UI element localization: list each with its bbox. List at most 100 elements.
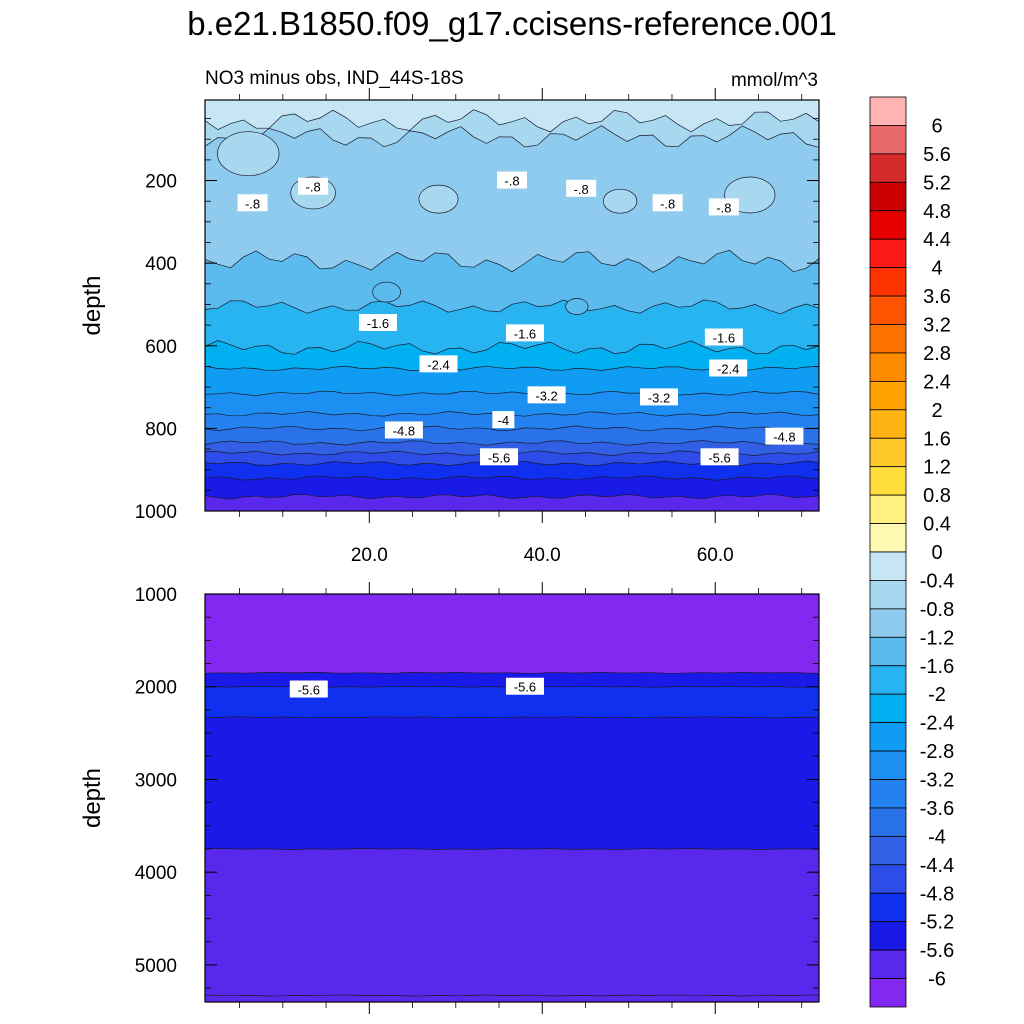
- colorbar-swatch: [869, 494, 907, 524]
- contour-label-text: -5.6: [488, 450, 510, 465]
- colorbar-swatch: [869, 267, 907, 297]
- colorbar-swatch: [869, 181, 907, 212]
- colorbar-label: -3.6: [920, 798, 954, 820]
- contour-label-box: [505, 677, 544, 695]
- main-title: b.e21.B1850.f09_g17.ccisens-reference.00…: [187, 5, 836, 42]
- colorbar-label: 3.6: [923, 286, 951, 308]
- colorbar-label: -0.4: [920, 570, 954, 592]
- contour-field: -5.6 -5.6: [205, 594, 819, 1002]
- y-tick-label: 600: [145, 337, 177, 358]
- contour-label-text: -.8: [504, 174, 519, 189]
- contour-label-box: [298, 177, 329, 195]
- colorbar-label: -4.4: [920, 855, 954, 877]
- colorbar-swatch: [869, 210, 907, 240]
- contour-line: [205, 340, 819, 355]
- contour-label-box: [419, 355, 458, 373]
- contour-label-text: -4.8: [393, 423, 415, 438]
- colorbar-label: 4: [931, 258, 942, 280]
- contour-label-text: -5.6: [514, 680, 536, 695]
- colorbar-swatch: [869, 807, 907, 837]
- contour-line: [205, 848, 819, 850]
- colorbar-swatch: [869, 636, 907, 667]
- colorbar-label: 3.2: [923, 315, 951, 337]
- contour-label: -3.2: [640, 388, 679, 406]
- colorbar-label: -4.8: [920, 883, 954, 905]
- contour-label: -3.2: [527, 386, 566, 404]
- y-axis-label: depth: [79, 768, 106, 828]
- contour-line: [205, 493, 819, 500]
- colorbar-swatch: [869, 835, 907, 866]
- colorbar-swatch: [869, 892, 907, 923]
- contour-label: -.8: [708, 198, 739, 216]
- contour-line: [205, 109, 819, 133]
- contour-band: [205, 848, 819, 1002]
- contour-label: -2.4: [709, 359, 748, 377]
- contour-label: -1.6: [358, 314, 397, 332]
- colorbar-swatch: [869, 551, 907, 581]
- contour-band: [205, 494, 819, 511]
- contour-line: [205, 249, 819, 273]
- contour-label: -1.6: [505, 324, 544, 342]
- colorbar-label: -2.4: [920, 713, 954, 735]
- y-tick-label: 1000: [135, 585, 177, 606]
- colorbar-swatch: [869, 722, 907, 752]
- colorbar: 6 5.6 5.2 4.8 4.4 4 3.6 3.2 2.8 2.4 2 1.6 1.2 0.8 0.4 0…: [869, 96, 954, 1008]
- colorbar-label: 0.8: [923, 485, 951, 507]
- colorbar-label: 4.4: [923, 229, 951, 251]
- contour-label: -1.6: [704, 328, 743, 346]
- contour-label-text: -3.2: [535, 388, 557, 403]
- colorbar-swatch: [869, 864, 907, 894]
- contour-label-text: -2.4: [717, 361, 739, 376]
- contour-label-text: -.8: [245, 196, 260, 211]
- subtitle-units: mmol/m^3: [731, 70, 818, 91]
- colorbar-swatch: [869, 437, 907, 468]
- contour-field: -.8 -.8 -.8 -.8 -.8 -.8 -1.6 -1.6 -1.6 -2.4 -2.4 -3…: [205, 100, 819, 511]
- colorbar-swatch: [869, 295, 907, 325]
- contour-label: -.8: [497, 171, 527, 189]
- contour-band: [205, 995, 819, 1002]
- contour-label-box: [384, 421, 423, 439]
- contour-label-box: [527, 386, 566, 404]
- contour-line: [205, 716, 819, 719]
- colorbar-swatch: [869, 153, 907, 183]
- contour-label-box: [566, 179, 597, 197]
- colorbar-label: 6: [931, 115, 942, 137]
- contour-label-box: [700, 448, 739, 466]
- contour-blob: [565, 298, 589, 315]
- colorbar-label: -1.6: [920, 656, 954, 678]
- contour-label-text: -1.6: [367, 316, 389, 331]
- colorbar-label: -0.8: [920, 599, 954, 621]
- contour-label: -5.6: [700, 448, 739, 466]
- contour-line: [205, 671, 819, 674]
- contour-label-text: -3.2: [648, 390, 670, 405]
- colorbar-label: -6: [928, 969, 946, 991]
- contour-label-text: -5.6: [708, 450, 730, 465]
- y-tick-label: 800: [145, 419, 177, 440]
- colorbar-label: -2: [928, 684, 946, 706]
- plot-frame: [204, 593, 820, 1003]
- colorbar-swatch: [869, 608, 907, 638]
- x-tick-label: 40.0: [524, 545, 561, 566]
- contour-label-box: [480, 448, 519, 466]
- contour-label-box: [708, 198, 739, 216]
- colorbar-label: -1.2: [920, 627, 954, 649]
- colorbar-label: 1.6: [923, 428, 951, 450]
- contour-blob: [217, 131, 280, 177]
- contour-label-text: -1.6: [514, 326, 536, 341]
- colorbar-label: 2.8: [923, 343, 951, 365]
- contour-line: [205, 475, 819, 481]
- contour-line: [205, 994, 819, 997]
- contour-label-box: [505, 324, 544, 342]
- y-tick-label: 3000: [135, 770, 177, 791]
- colorbar-swatch: [869, 693, 907, 724]
- colorbar-swatch: [869, 324, 907, 354]
- colorbar-swatch: [869, 665, 907, 695]
- contour-blob: [418, 184, 459, 214]
- contour-label-box: [358, 314, 397, 332]
- y-tick-label: 4000: [135, 863, 177, 884]
- colorbar-swatch: [869, 978, 907, 1008]
- y-tick-label: 400: [145, 254, 177, 275]
- contour-label: -5.6: [289, 680, 328, 698]
- contour-label-text: -.8: [306, 180, 321, 195]
